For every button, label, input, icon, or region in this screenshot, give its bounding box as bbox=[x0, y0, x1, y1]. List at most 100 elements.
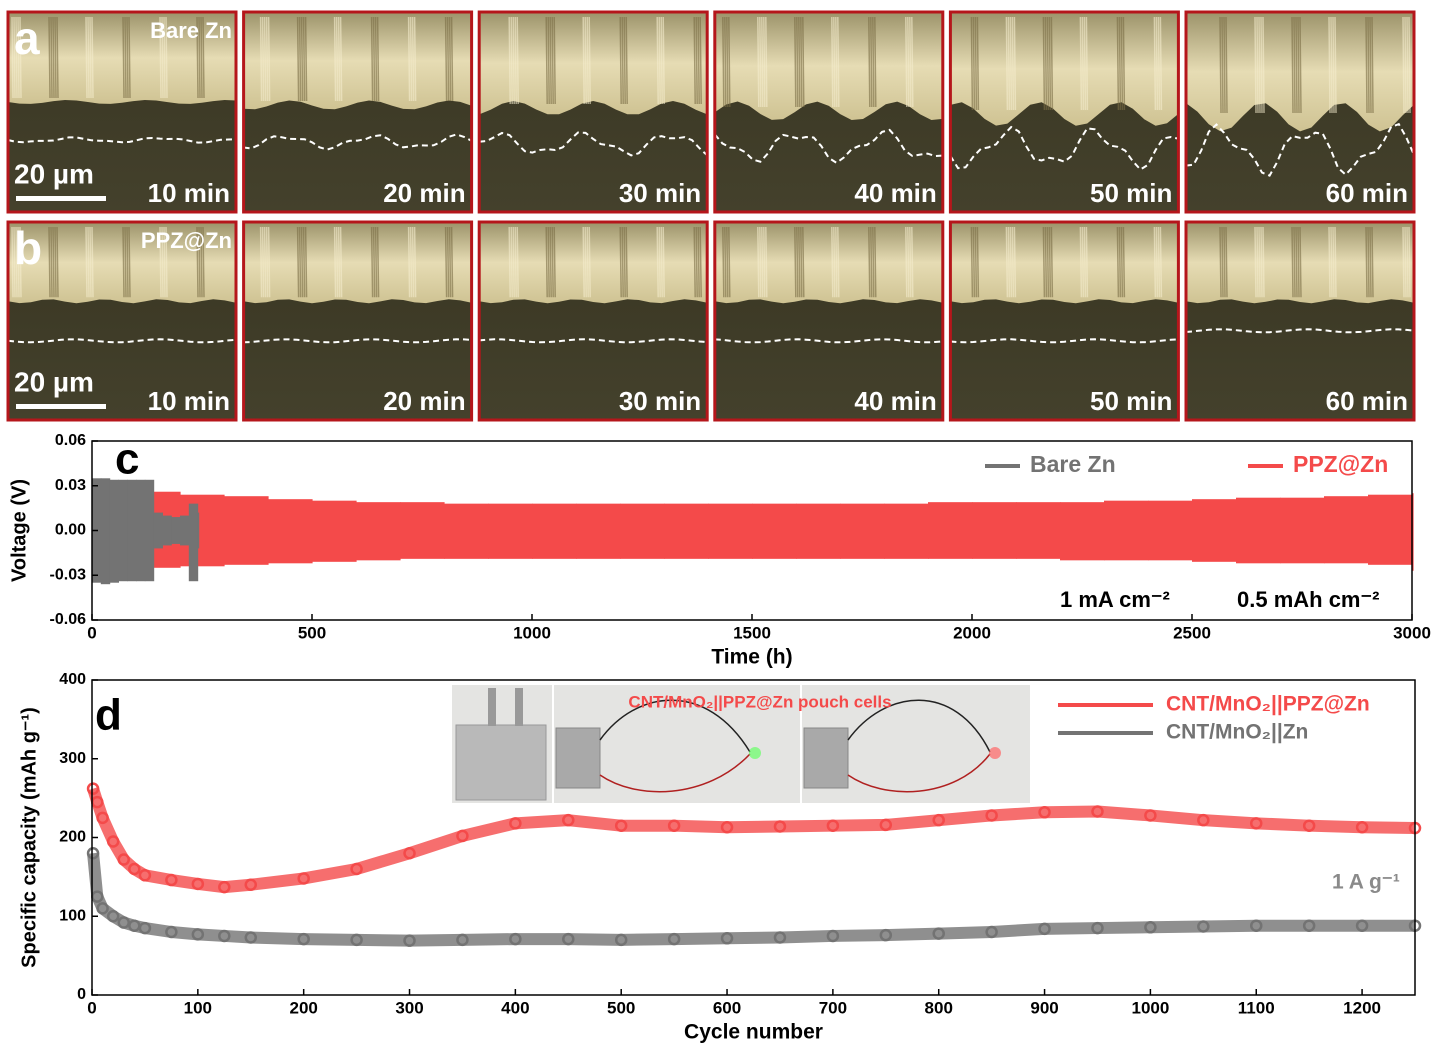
micrograph: 50 min bbox=[948, 10, 1180, 214]
streak bbox=[89, 226, 92, 298]
capacity-point bbox=[117, 916, 131, 929]
streak bbox=[1044, 226, 1048, 298]
x-tick-label: 2000 bbox=[953, 623, 991, 642]
streak bbox=[1260, 226, 1263, 298]
streak bbox=[837, 226, 840, 298]
streak bbox=[202, 16, 205, 99]
streak bbox=[660, 226, 663, 298]
streak bbox=[48, 226, 51, 298]
capacity-point bbox=[826, 819, 840, 832]
streak bbox=[1225, 226, 1228, 298]
streak bbox=[1365, 226, 1368, 298]
y-axis-label: Specific capacity (mAh g⁻¹) bbox=[18, 707, 40, 968]
tile-border bbox=[948, 220, 1180, 422]
streak bbox=[165, 16, 168, 99]
x-tick-label: 800 bbox=[925, 998, 953, 1017]
streak bbox=[446, 16, 450, 102]
streak bbox=[907, 16, 910, 108]
capacity-point bbox=[1144, 921, 1157, 934]
capacity-point bbox=[1249, 919, 1263, 932]
streak bbox=[621, 16, 624, 105]
streak bbox=[1262, 226, 1265, 298]
interface-line bbox=[243, 133, 473, 151]
capacity-point bbox=[720, 932, 734, 945]
voltage-band bbox=[1368, 494, 1413, 565]
streak bbox=[584, 16, 587, 105]
x-tick-label: 500 bbox=[607, 998, 635, 1017]
streak bbox=[868, 16, 871, 108]
capacity-point bbox=[509, 817, 522, 830]
streak bbox=[13, 16, 16, 99]
streak bbox=[339, 226, 343, 298]
capacity-point bbox=[297, 932, 310, 946]
capacity-point bbox=[1355, 821, 1369, 834]
interface-line bbox=[1185, 328, 1415, 334]
streak bbox=[722, 226, 725, 298]
x-tick-label: 0 bbox=[87, 998, 96, 1017]
streak bbox=[56, 16, 59, 99]
streak bbox=[448, 16, 452, 102]
capacity-point bbox=[165, 925, 178, 939]
streak bbox=[1013, 226, 1017, 298]
streak bbox=[757, 226, 760, 298]
streak bbox=[970, 16, 974, 111]
panel-letter: b bbox=[14, 222, 42, 274]
streak bbox=[974, 16, 978, 111]
streak bbox=[1153, 16, 1157, 111]
streak bbox=[1118, 16, 1122, 111]
x-tick-label: 900 bbox=[1030, 998, 1058, 1017]
streak bbox=[1116, 226, 1120, 298]
y-tick-label: -0.06 bbox=[50, 611, 87, 628]
streak bbox=[300, 226, 304, 298]
streak bbox=[1219, 226, 1222, 298]
tile-border bbox=[477, 10, 709, 214]
streak bbox=[872, 16, 875, 108]
streak bbox=[1009, 226, 1013, 298]
capacity-point bbox=[1197, 920, 1210, 933]
streak bbox=[19, 226, 22, 298]
voltage-band bbox=[109, 479, 119, 583]
capacity-point bbox=[1355, 919, 1369, 932]
voltage-band bbox=[171, 517, 181, 544]
annotation: 1 A g⁻¹ bbox=[1332, 871, 1400, 894]
streak bbox=[122, 226, 125, 298]
streak bbox=[1122, 226, 1126, 298]
streak bbox=[1291, 226, 1294, 298]
capacity-point bbox=[773, 820, 787, 833]
capacity-point bbox=[403, 934, 416, 947]
streak bbox=[1120, 16, 1124, 111]
streak bbox=[800, 16, 803, 108]
interface-line bbox=[1185, 122, 1415, 177]
voltage-band bbox=[972, 502, 1017, 559]
streak bbox=[1116, 16, 1120, 111]
streak bbox=[126, 16, 129, 99]
streak bbox=[1153, 226, 1157, 298]
streak bbox=[1332, 226, 1335, 298]
streak bbox=[1085, 16, 1089, 111]
time-label: 10 min bbox=[148, 178, 230, 208]
time-label: 30 min bbox=[619, 386, 701, 416]
streak bbox=[302, 16, 306, 102]
time-label: 30 min bbox=[619, 178, 701, 208]
capacity-point bbox=[562, 932, 575, 946]
y-axis-label: Voltage (V) bbox=[8, 479, 30, 582]
interface-line bbox=[479, 338, 708, 344]
streak bbox=[656, 226, 659, 298]
streak bbox=[1120, 226, 1124, 298]
tile-border bbox=[713, 220, 945, 422]
capacity-point bbox=[985, 925, 998, 939]
streak bbox=[1330, 16, 1333, 114]
micrograph: 20 min bbox=[242, 220, 474, 422]
streak bbox=[800, 226, 803, 298]
streak bbox=[835, 16, 838, 108]
capacity-line bbox=[87, 852, 1415, 947]
streak bbox=[586, 16, 589, 105]
voltage-band bbox=[188, 503, 199, 582]
streak bbox=[265, 16, 269, 102]
y-tick-label: 300 bbox=[59, 750, 86, 767]
voltage-band bbox=[708, 503, 753, 559]
streak bbox=[588, 16, 591, 105]
interface-line bbox=[949, 125, 1179, 171]
streak bbox=[259, 226, 263, 298]
zinc-region bbox=[950, 12, 1179, 126]
